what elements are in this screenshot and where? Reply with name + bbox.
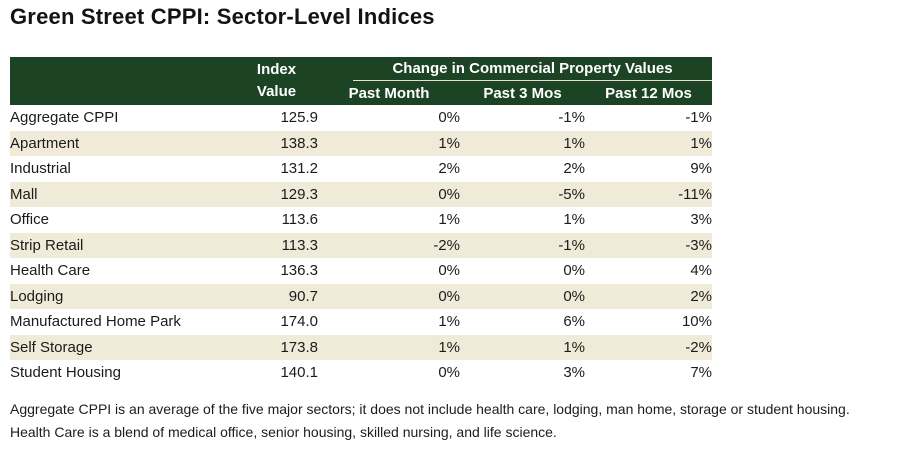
- past-month-cell: 1%: [318, 130, 460, 156]
- past-3-mos-cell: 2%: [563, 160, 585, 178]
- past-month-cell: 2%: [438, 160, 460, 178]
- footnote-line-2: Health Care is a blend of medical office…: [10, 424, 557, 440]
- past-month-cell: 1%: [318, 334, 460, 360]
- sector-cell: Apartment: [10, 130, 235, 156]
- past-12-mos-cell: 1%: [585, 130, 712, 156]
- table-row: Manufactured Home Park 174.0 1% 6% 10%: [10, 309, 712, 335]
- past-3-mos-cell: 0%: [460, 283, 585, 309]
- past-month-cell: -2%: [318, 232, 460, 258]
- past-3-mos-cell: 0%: [563, 262, 585, 280]
- sector-cell: Industrial: [10, 160, 71, 178]
- past-month-cell: 0%: [438, 262, 460, 280]
- table-row: Industrial 131.2 2% 2% 9%: [10, 156, 712, 182]
- table-row: Lodging 90.7 0% 0% 2%: [10, 283, 712, 309]
- index-value-cell: 131.2: [280, 160, 318, 178]
- table-row: Strip Retail 113.3 -2% -1% -3%: [10, 232, 712, 258]
- footnotes: Aggregate CPPI is an average of the five…: [10, 398, 910, 444]
- past-3-mos-cell: 1%: [563, 211, 585, 229]
- sector-cell: Self Storage: [10, 334, 235, 360]
- sector-cell: Aggregate CPPI: [10, 109, 119, 127]
- table-row: Student Housing 140.1 0% 3% 7%: [10, 360, 712, 386]
- cppi-sector-table: Index Value Change in Commercial Propert…: [10, 57, 712, 386]
- sector-cell: Office: [10, 211, 49, 229]
- past-3-mos-cell: -1%: [558, 109, 585, 127]
- past-month-cell: 1%: [438, 211, 460, 229]
- index-value-header-line1: Index: [256, 61, 297, 78]
- table-row: Apartment 138.3 1% 1% 1%: [10, 130, 712, 156]
- table-row: Mall 129.3 0% -5% -11%: [10, 181, 712, 207]
- past-3-mos-cell: 6%: [563, 313, 585, 331]
- index-value-cell: 136.3: [280, 262, 318, 280]
- table-row: Office 113.6 1% 1% 3%: [10, 207, 712, 233]
- past-3-mos-cell: 3%: [563, 364, 585, 382]
- change-group-header: Change in Commercial Property Values: [318, 57, 712, 81]
- table-body: Aggregate CPPI 125.9 0% -1% -1% Apartmen…: [10, 105, 712, 386]
- past-3-mos-cell: -5%: [460, 181, 585, 207]
- past-month-cell: 0%: [438, 364, 460, 382]
- sector-cell: Student Housing: [10, 364, 121, 382]
- past-3-mos-cell: -1%: [460, 232, 585, 258]
- sector-cell: Lodging: [10, 283, 235, 309]
- table-row: Self Storage 173.8 1% 1% -2%: [10, 334, 712, 360]
- table-header: Index Value Change in Commercial Propert…: [10, 57, 712, 105]
- index-value-cell: 140.1: [280, 364, 318, 382]
- index-value-cell: 173.8: [235, 334, 318, 360]
- header-row-top: Index Value Change in Commercial Propert…: [10, 57, 712, 105]
- past-12-mos-cell: -1%: [685, 109, 712, 127]
- table-row: Health Care 136.3 0% 0% 4%: [10, 258, 712, 284]
- footnote-line-1: Aggregate CPPI is an average of the five…: [10, 401, 850, 417]
- past-3-mos-column-header: Past 3 Mos: [460, 81, 585, 105]
- sector-cell: Manufactured Home Park: [10, 313, 181, 331]
- sector-column-header: [10, 57, 235, 105]
- past-month-cell: 0%: [438, 109, 460, 127]
- header-row-sub: Past Month Past 3 Mos Past 12 Mos: [10, 81, 712, 105]
- index-value-cell: 90.7: [235, 283, 318, 309]
- sector-cell: Mall: [10, 181, 235, 207]
- index-value-cell: 125.9: [280, 109, 318, 127]
- past-12-mos-cell: 10%: [681, 313, 712, 331]
- index-value-cell: 113.3: [235, 232, 318, 258]
- past-12-mos-column-header: Past 12 Mos: [585, 81, 712, 105]
- past-3-mos-cell: 1%: [460, 334, 585, 360]
- past-12-mos-cell: 9%: [690, 160, 712, 178]
- past-month-cell: 0%: [318, 181, 460, 207]
- past-12-mos-cell: -11%: [585, 181, 712, 207]
- page-title: Green Street CPPI: Sector-Level Indices: [10, 4, 435, 29]
- change-group-header-label: Change in Commercial Property Values: [353, 58, 712, 81]
- past-month-column-header: Past Month: [318, 81, 460, 105]
- past-12-mos-cell: 7%: [690, 364, 712, 382]
- past-month-cell: 1%: [438, 313, 460, 331]
- sector-cell: Health Care: [10, 262, 91, 280]
- past-month-cell: 0%: [318, 283, 460, 309]
- index-value-cell: 113.6: [281, 211, 318, 229]
- past-12-mos-cell: 3%: [690, 211, 712, 229]
- index-value-cell: 129.3: [235, 181, 318, 207]
- past-3-mos-cell: 1%: [460, 130, 585, 156]
- index-value-cell: 138.3: [235, 130, 318, 156]
- table-row: Aggregate CPPI 125.9 0% -1% -1%: [10, 105, 712, 131]
- sector-cell: Strip Retail: [10, 232, 235, 258]
- past-12-mos-cell: -2%: [585, 334, 712, 360]
- past-12-mos-cell: 4%: [690, 262, 712, 280]
- index-value-header-line2: Value: [256, 83, 297, 100]
- past-12-mos-cell: -3%: [585, 232, 712, 258]
- index-value-cell: 174.0: [280, 313, 318, 331]
- past-12-mos-cell: 2%: [585, 283, 712, 309]
- index-value-column-header: Index Value: [235, 57, 318, 105]
